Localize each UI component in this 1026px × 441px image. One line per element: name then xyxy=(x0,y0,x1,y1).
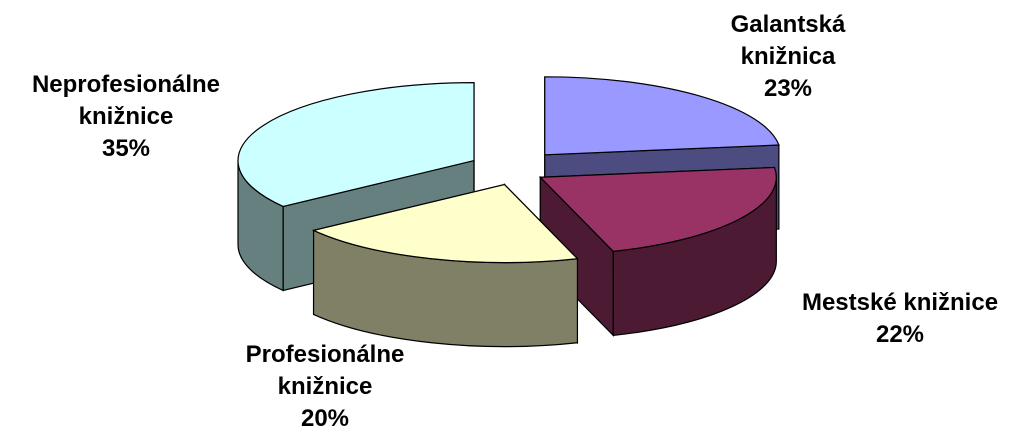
slice-name-label: knižnice xyxy=(278,373,373,400)
slice-top xyxy=(538,166,777,253)
pie-slice xyxy=(538,166,777,337)
slice-name-label: Neprofesionálne xyxy=(32,71,220,98)
slice-name-label: knižnica xyxy=(741,43,836,70)
slice-percent-label: 23% xyxy=(764,75,812,102)
slice-name-label: knižnice xyxy=(79,103,174,130)
slice-name-label: Galantská xyxy=(731,11,846,38)
pie-slice xyxy=(311,183,579,348)
slice-name-label: Profesionálne xyxy=(246,341,405,368)
slice-percent-label: 22% xyxy=(876,321,924,348)
slice-percent-label: 20% xyxy=(301,405,349,432)
slice-name-label: Mestské knižnice xyxy=(802,289,998,316)
slice-top xyxy=(544,76,780,156)
slice-top xyxy=(237,81,475,208)
slice-top xyxy=(311,183,579,264)
slice-percent-label: 35% xyxy=(102,135,150,162)
